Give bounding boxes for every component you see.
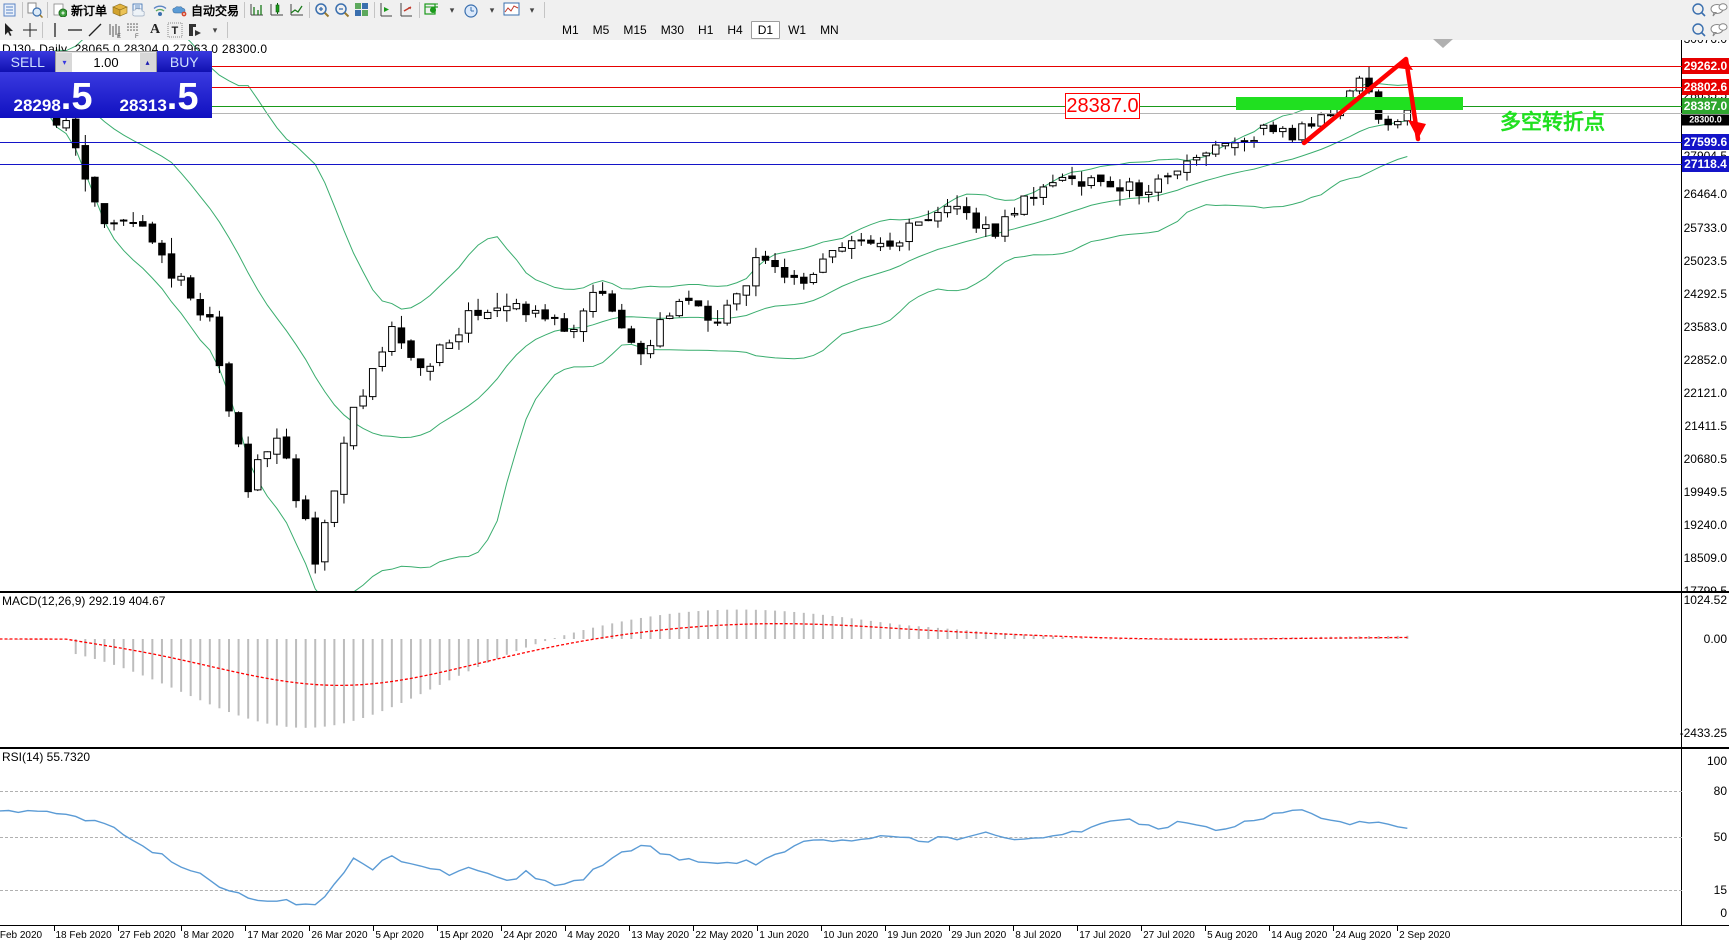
svg-text:F: F [135,34,139,38]
svg-text:E: E [117,34,121,38]
svg-text:T: T [172,25,179,37]
